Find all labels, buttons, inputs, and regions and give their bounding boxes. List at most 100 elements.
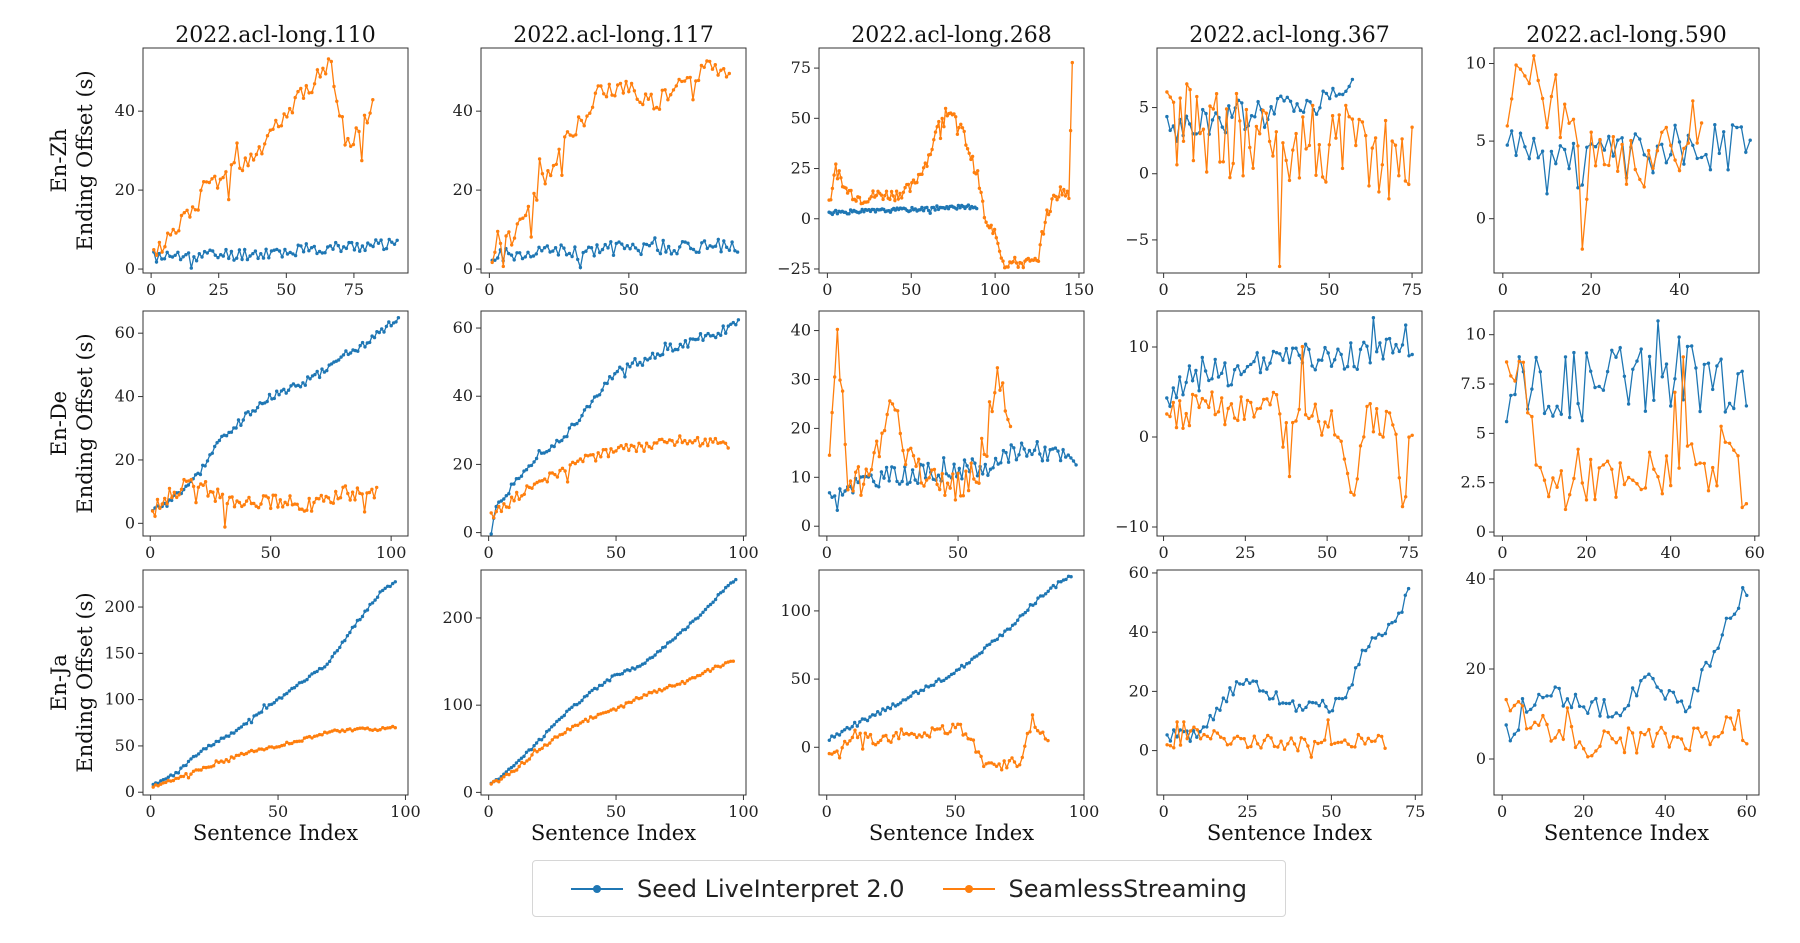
data-point [1708, 742, 1712, 747]
data-point [1334, 136, 1338, 140]
data-point [1003, 409, 1007, 413]
data-point [358, 343, 362, 348]
series-seamless-streaming [1504, 697, 1749, 759]
data-point [678, 682, 682, 686]
data-point [930, 468, 934, 472]
data-point [1198, 131, 1202, 136]
data-point [164, 780, 168, 785]
data-point [618, 365, 622, 369]
data-point [688, 439, 692, 443]
data-point [1238, 682, 1242, 686]
data-point [1287, 178, 1292, 183]
data-point [1508, 739, 1513, 743]
data-point [493, 250, 497, 254]
data-point [1381, 435, 1385, 439]
data-point [547, 728, 551, 732]
y-tick-label: 200 [104, 597, 135, 616]
data-point [529, 235, 533, 239]
series-seed-liveinterpret [1504, 585, 1749, 743]
data-point [1191, 729, 1196, 733]
data-point [925, 205, 929, 210]
data-point [1041, 594, 1045, 598]
data-point [374, 238, 378, 242]
data-point [986, 473, 990, 477]
data-point [867, 473, 871, 477]
data-point [204, 180, 209, 184]
data-point [606, 709, 611, 714]
data-point [1319, 740, 1324, 745]
data-point [1744, 150, 1748, 154]
data-point [1268, 361, 1272, 365]
data-point [1407, 354, 1411, 358]
data-point [1320, 698, 1325, 703]
plot-frame [142, 569, 409, 796]
data-point [953, 498, 958, 502]
data-point [947, 474, 951, 478]
data-point [938, 727, 942, 731]
data-point [990, 409, 994, 414]
data-point [956, 471, 960, 476]
data-point [1220, 125, 1225, 129]
data-point [1378, 432, 1382, 436]
data-point [545, 729, 549, 734]
data-point [930, 726, 934, 730]
data-point [990, 639, 994, 643]
data-point [150, 509, 155, 513]
data-point [578, 457, 583, 461]
data-point [691, 247, 696, 252]
data-point [349, 144, 353, 148]
y-tick-label: 40 [453, 101, 473, 120]
plot-frame [142, 47, 409, 274]
data-point [297, 739, 302, 743]
data-point [724, 75, 729, 79]
data-point [196, 485, 201, 489]
data-point [237, 753, 241, 757]
data-point [1618, 736, 1623, 740]
data-point [165, 250, 169, 254]
data-point [248, 413, 253, 417]
data-point [515, 490, 519, 495]
data-point [522, 761, 526, 766]
data-point [207, 743, 211, 748]
data-point [1523, 74, 1527, 78]
data-point [207, 765, 211, 769]
data-point [496, 256, 500, 260]
data-point [1716, 646, 1720, 650]
data-point [1594, 696, 1598, 701]
data-point [489, 782, 493, 786]
data-point [1194, 368, 1198, 373]
data-point [1262, 397, 1266, 402]
data-point [237, 500, 242, 505]
y-tick-label: 0 [125, 259, 135, 278]
data-point [350, 240, 354, 245]
data-point [1582, 705, 1586, 709]
data-point [186, 483, 191, 487]
data-point [174, 770, 178, 775]
data-point [1165, 412, 1169, 416]
data-point [1383, 746, 1387, 750]
x-tick-label: 50 [901, 280, 921, 299]
data-point [605, 381, 609, 386]
data-point [338, 730, 342, 734]
data-point [1172, 728, 1176, 732]
data-point [693, 438, 697, 443]
data-point [708, 244, 712, 248]
data-point [686, 345, 690, 349]
data-point [1719, 357, 1723, 361]
data-point [329, 362, 334, 366]
data-point [1307, 143, 1312, 148]
y-tick-label: 0 [463, 259, 473, 278]
data-point [213, 253, 217, 257]
data-point [997, 762, 1001, 766]
data-point [639, 252, 643, 257]
data-point [874, 193, 879, 198]
data-point [1058, 458, 1063, 463]
data-point [647, 690, 651, 695]
data-point [1242, 369, 1247, 374]
data-point [610, 377, 614, 381]
data-point [1633, 132, 1638, 136]
data-point [227, 256, 231, 261]
data-point [861, 482, 866, 486]
data-point [1346, 742, 1350, 746]
